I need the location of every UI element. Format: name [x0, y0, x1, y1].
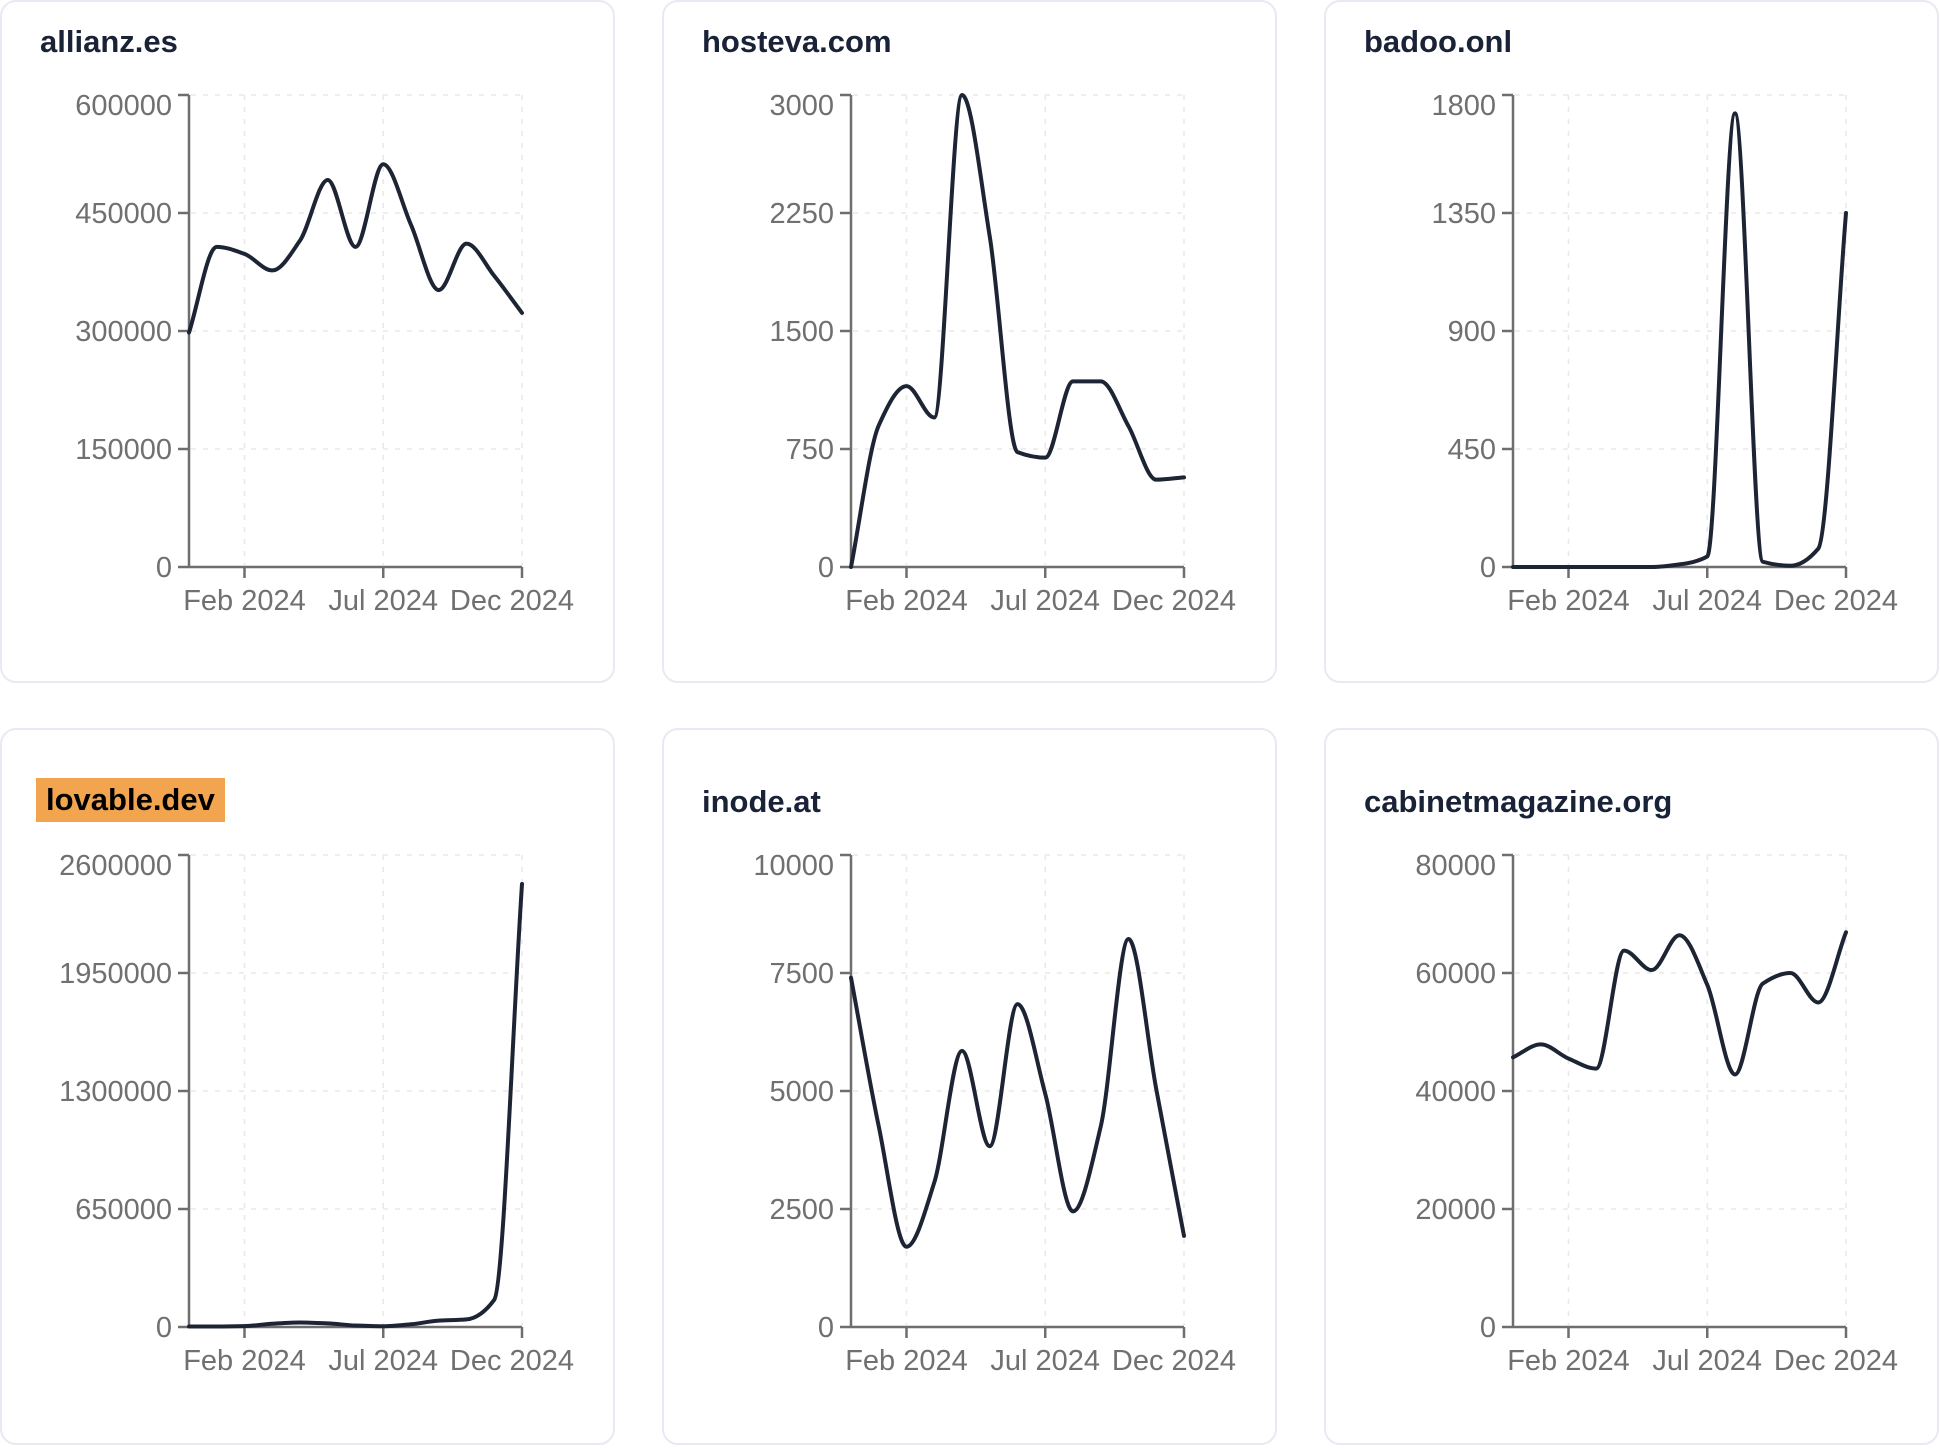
y-tick-label: 300000	[75, 316, 172, 348]
x-tick-label: Jul 2024	[1652, 585, 1762, 617]
line-chart-cabinetmagazine: 0 20000 40000 60000 80000 Feb 2024 Jul 2024 Dec…	[1415, 850, 1898, 1377]
y-tick-label: 1300000	[59, 1076, 172, 1108]
y-tick-label: 450000	[75, 198, 172, 230]
y-tick-label: 0	[818, 1312, 834, 1344]
series-line	[849, 937, 1186, 1249]
y-tick-label: 0	[818, 552, 834, 584]
y-tick-label: 1950000	[59, 958, 172, 990]
y-tick-label: 2500	[769, 1194, 834, 1226]
y-tick-label: 150000	[75, 434, 172, 466]
chart-title-block: allianz.es	[2, 2, 613, 62]
y-tick-label: 3000	[769, 90, 834, 122]
chart-card-hosteva: hosteva.com 0 750 1500 2250 3000 Feb 2024 Jul …	[662, 0, 1277, 683]
x-tick-label: Dec 2024	[1774, 1345, 1898, 1377]
line-chart-hosteva: 0 750 1500 2250 3000 Feb 2024 Jul 2024 Dec 2024	[769, 90, 1236, 617]
chart-card-cabinetmagazine: cabinetmagazine.org 0 20000 40000 60000 8000…	[1324, 728, 1939, 1445]
y-tick-label: 1350	[1431, 198, 1496, 230]
y-tick-label: 0	[1480, 1312, 1496, 1344]
y-tick-label: 750	[786, 434, 834, 466]
chart-card-allianz: allianz.es 0 150000 300000 450000 600000 Feb …	[0, 0, 615, 683]
y-tick-label: 1500	[769, 316, 834, 348]
chart-title: hosteva.com	[702, 23, 892, 59]
x-tick-label: Feb 2024	[845, 1345, 968, 1377]
chart-card-inode: inode.at 0 2500 5000 7500 10000 Feb 2024 Jul 2…	[662, 728, 1277, 1445]
chart-title-block: inode.at	[664, 730, 1275, 822]
x-tick-label: Dec 2024	[450, 585, 574, 617]
chart-title-highlighted: lovable.dev	[36, 777, 225, 822]
x-tick-label: Feb 2024	[183, 585, 306, 617]
x-tick-label: Feb 2024	[845, 585, 968, 617]
x-tick-label: Jul 2024	[990, 1345, 1100, 1377]
y-tick-label: 2250	[769, 198, 834, 230]
chart-card-badoo: badoo.onl 0 450 900 1350 1800 Feb 2024 Jul 202…	[1324, 0, 1939, 683]
chart-title-block: lovable.dev	[2, 730, 613, 822]
series-line	[1511, 930, 1848, 1077]
chart-title: badoo.onl	[1364, 23, 1513, 59]
y-tick-label: 0	[1480, 552, 1496, 584]
y-tick-label: 1800	[1431, 90, 1496, 122]
x-tick-label: Feb 2024	[183, 1345, 306, 1377]
x-tick-label: Dec 2024	[1112, 1345, 1236, 1377]
y-tick-label: 650000	[75, 1194, 172, 1226]
series-line	[1511, 111, 1848, 569]
y-tick-label: 450	[1448, 434, 1496, 466]
series-line	[849, 93, 1186, 569]
x-tick-label: Jul 2024	[990, 585, 1100, 617]
y-tick-label: 80000	[1415, 850, 1496, 882]
chart-title: inode.at	[702, 783, 821, 819]
y-tick-label: 600000	[75, 90, 172, 122]
y-tick-label: 40000	[1415, 1076, 1496, 1108]
x-tick-label: Dec 2024	[1112, 585, 1236, 617]
y-tick-label: 20000	[1415, 1194, 1496, 1226]
chart-card-lovable: lovable.dev 0 650000 1300000 1950000 2600000…	[0, 728, 615, 1445]
y-tick-label: 900	[1448, 316, 1496, 348]
line-chart-badoo: 0 450 900 1350 1800 Feb 2024 Jul 2024 Dec 2024	[1431, 90, 1898, 617]
x-tick-label: Jul 2024	[328, 1345, 438, 1377]
chart-title-block: cabinetmagazine.org	[1326, 730, 1937, 822]
series-line	[187, 162, 524, 335]
y-tick-label: 60000	[1415, 958, 1496, 990]
chart-title: cabinetmagazine.org	[1364, 783, 1673, 819]
series-line	[187, 882, 524, 1329]
y-tick-label: 2600000	[59, 850, 172, 882]
y-tick-label: 0	[156, 1312, 172, 1344]
line-chart-allianz: 0 150000 300000 450000 600000 Feb 2024 Jul 202…	[75, 90, 574, 617]
line-chart-inode: 0 2500 5000 7500 10000 Feb 2024 Jul 2024 Dec 20…	[753, 850, 1236, 1377]
x-tick-label: Dec 2024	[450, 1345, 574, 1377]
x-tick-label: Jul 2024	[1652, 1345, 1762, 1377]
chart-title: allianz.es	[40, 23, 178, 59]
x-tick-label: Feb 2024	[1507, 1345, 1630, 1377]
line-chart-lovable: 0 650000 1300000 1950000 2600000 Feb 2024 Jul …	[59, 850, 574, 1377]
chart-title-block: hosteva.com	[664, 2, 1275, 62]
x-tick-label: Jul 2024	[328, 585, 438, 617]
x-tick-label: Feb 2024	[1507, 585, 1630, 617]
chart-title-block: badoo.onl	[1326, 2, 1937, 62]
y-tick-label: 7500	[769, 958, 834, 990]
x-tick-label: Dec 2024	[1774, 585, 1898, 617]
y-tick-label: 0	[156, 552, 172, 584]
y-tick-label: 5000	[769, 1076, 834, 1108]
y-tick-label: 10000	[753, 850, 834, 882]
